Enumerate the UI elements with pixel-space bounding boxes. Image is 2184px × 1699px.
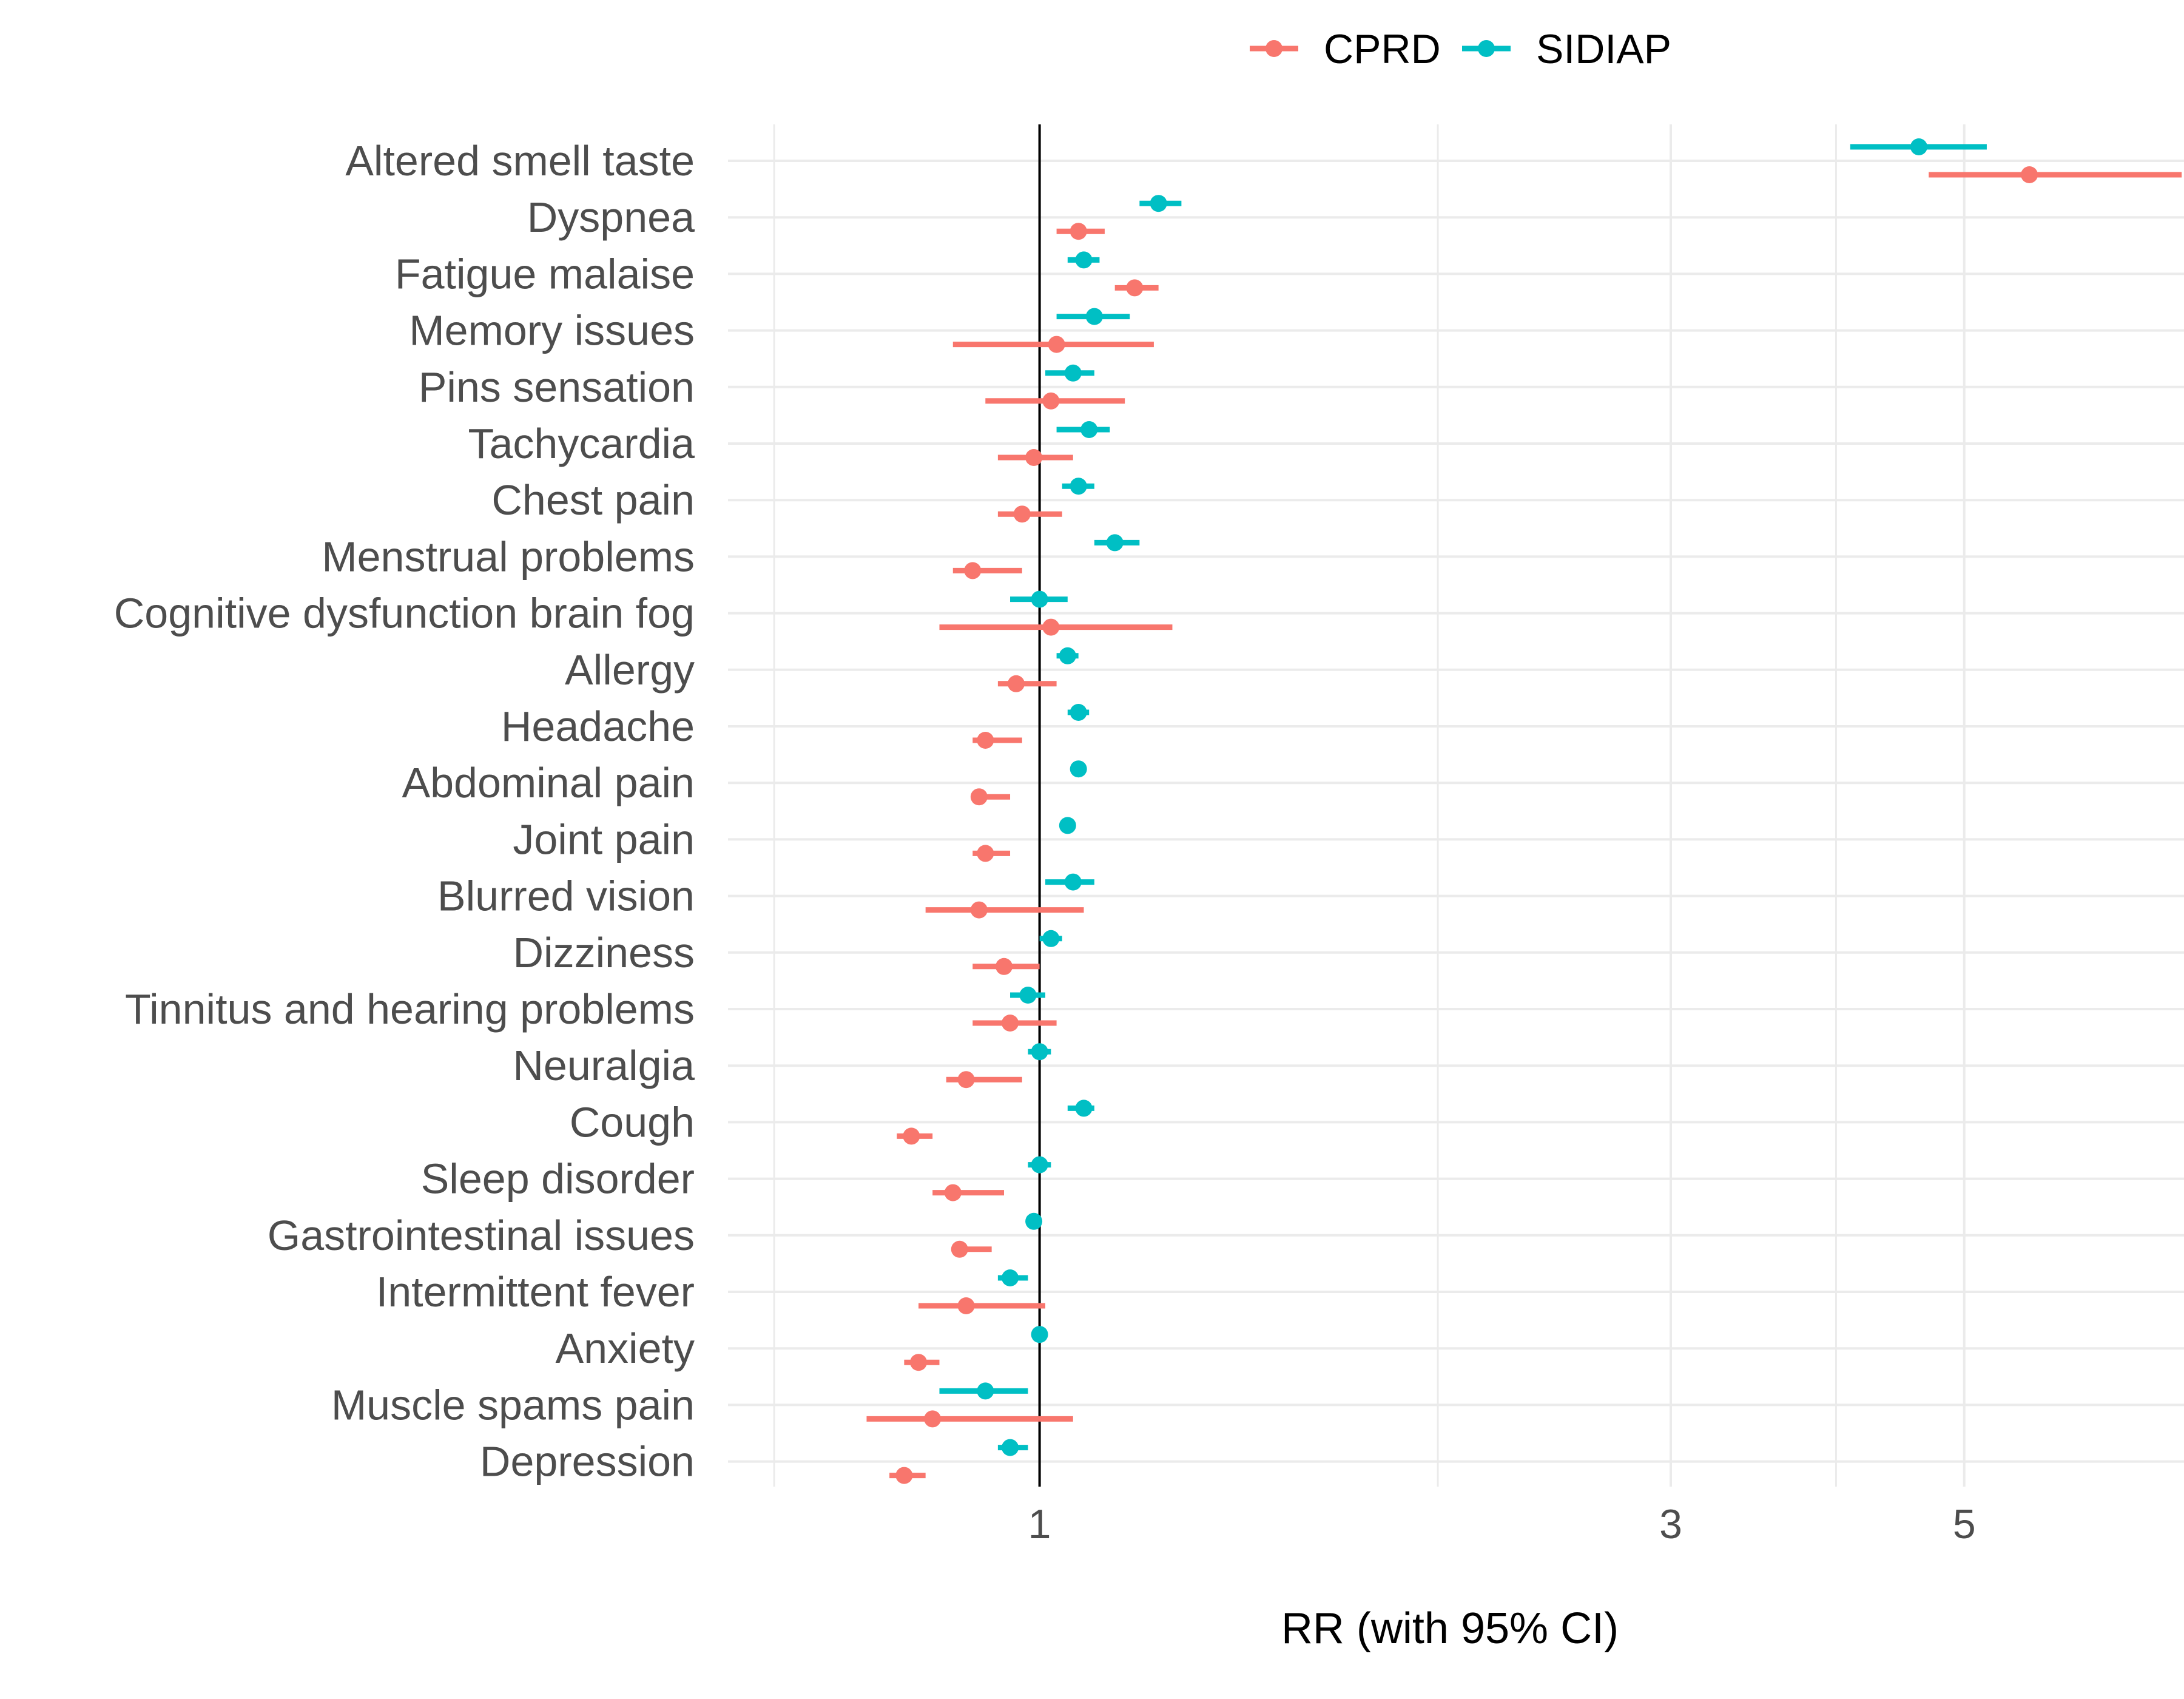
y-tick-label: Allergy	[565, 646, 695, 694]
point-estimate	[1042, 930, 1060, 947]
y-tick-label: Fatigue malaise	[395, 250, 695, 297]
y-tick-label: Cognitive dysfunction brain fog	[114, 590, 695, 637]
point-estimate	[1007, 675, 1025, 692]
point-estimate	[1019, 987, 1037, 1004]
point-estimate	[924, 1410, 942, 1428]
y-tick-label: Cough	[570, 1098, 695, 1146]
legend-label: SIDIAP	[1536, 26, 1671, 72]
point-estimate	[1064, 873, 1082, 891]
series-sidiap	[939, 138, 1987, 1456]
y-tick-label: Intermittent fever	[376, 1268, 695, 1316]
legend-item-cprd: CPRD	[1250, 26, 1441, 72]
y-tick-label: Abdominal pain	[402, 759, 695, 806]
category-labels: Altered smell taste Dyspnea Fatigue malais…	[114, 137, 695, 1485]
point-estimate	[1070, 478, 1087, 495]
point-estimate	[1042, 392, 1060, 410]
point-estimate	[1064, 364, 1082, 382]
legend: CPRD SIDIAP	[1250, 26, 1671, 72]
point-estimate	[1002, 1269, 1019, 1286]
point-estimate	[1910, 138, 1927, 155]
point-estimate	[977, 732, 994, 749]
y-tick-label: Anxiety	[555, 1325, 695, 1372]
point-estimate	[1031, 1043, 1048, 1061]
series-cprd	[866, 166, 2182, 1484]
point-estimate	[1031, 1156, 1048, 1174]
y-tick-label: Sleep disorder	[421, 1155, 695, 1203]
point-estimate	[964, 562, 982, 579]
minor-gridlines	[773, 124, 1837, 1487]
point-estimate	[903, 1127, 920, 1145]
point-estimate	[1070, 223, 1087, 240]
series-layer	[866, 138, 2182, 1484]
major-gridlines	[728, 124, 2184, 1487]
legend-key-point	[1266, 40, 1282, 57]
point-estimate	[970, 901, 988, 919]
point-estimate	[1042, 618, 1060, 636]
point-estimate	[1075, 251, 1093, 269]
y-tick-label: Memory issues	[409, 307, 695, 354]
y-tick-label: Joint pain	[513, 816, 695, 863]
y-tick-label: Menstrual problems	[322, 533, 695, 580]
point-estimate	[1059, 647, 1076, 664]
y-tick-label: Muscle spams pain	[331, 1381, 695, 1428]
legend-item-sidiap: SIDIAP	[1462, 26, 1671, 72]
x-tick-labels: 1 3 5	[1028, 1501, 1976, 1547]
point-estimate	[1048, 336, 1065, 353]
point-estimate	[1059, 817, 1076, 834]
y-tick-label: Altered smell taste	[345, 137, 695, 184]
y-tick-label: Neuralgia	[513, 1042, 695, 1089]
point-estimate	[1080, 421, 1098, 438]
x-axis-title: RR (with 95% CI)	[1281, 1604, 1619, 1653]
point-estimate	[944, 1184, 962, 1201]
point-estimate	[1025, 1212, 1043, 1230]
y-tick-label: Tachycardia	[468, 420, 695, 467]
y-tick-label: Chest pain	[491, 476, 695, 524]
point-estimate	[1031, 1326, 1048, 1343]
point-estimate	[970, 788, 988, 806]
point-estimate	[957, 1297, 975, 1314]
point-estimate	[1085, 308, 1103, 325]
legend-key-point	[1478, 40, 1495, 57]
x-tick-label: 1	[1028, 1501, 1051, 1547]
y-tick-label: Blurred vision	[437, 873, 695, 920]
point-estimate	[1013, 505, 1031, 523]
point-estimate	[1025, 449, 1043, 466]
y-tick-label: Dizziness	[513, 929, 695, 976]
point-estimate	[1126, 279, 1144, 297]
point-estimate	[2021, 166, 2038, 183]
y-tick-label: Headache	[501, 703, 695, 750]
y-tick-label: Gastrointestinal issues	[268, 1212, 695, 1259]
point-estimate	[1070, 760, 1087, 778]
point-estimate	[1070, 704, 1087, 721]
point-estimate	[977, 1382, 994, 1400]
point-estimate	[977, 845, 994, 862]
point-estimate	[996, 958, 1013, 975]
point-estimate	[1150, 195, 1167, 212]
point-estimate	[1002, 1015, 1019, 1032]
y-tick-label: Depression	[480, 1438, 695, 1485]
point-estimate	[1031, 590, 1048, 608]
point-estimate	[951, 1240, 968, 1258]
x-tick-label: 5	[1953, 1501, 1976, 1547]
x-tick-label: 3	[1659, 1501, 1682, 1547]
point-estimate	[1002, 1439, 1019, 1456]
y-tick-label: Dyspnea	[527, 194, 695, 241]
point-estimate	[895, 1467, 913, 1484]
y-tick-label: Pins sensation	[419, 363, 695, 411]
point-estimate	[910, 1354, 928, 1371]
point-estimate	[1106, 534, 1124, 552]
y-tick-label: Tinnitus and hearing problems	[125, 985, 695, 1033]
legend-label: CPRD	[1324, 26, 1441, 72]
point-estimate	[1075, 1099, 1093, 1117]
point-estimate	[957, 1071, 975, 1089]
